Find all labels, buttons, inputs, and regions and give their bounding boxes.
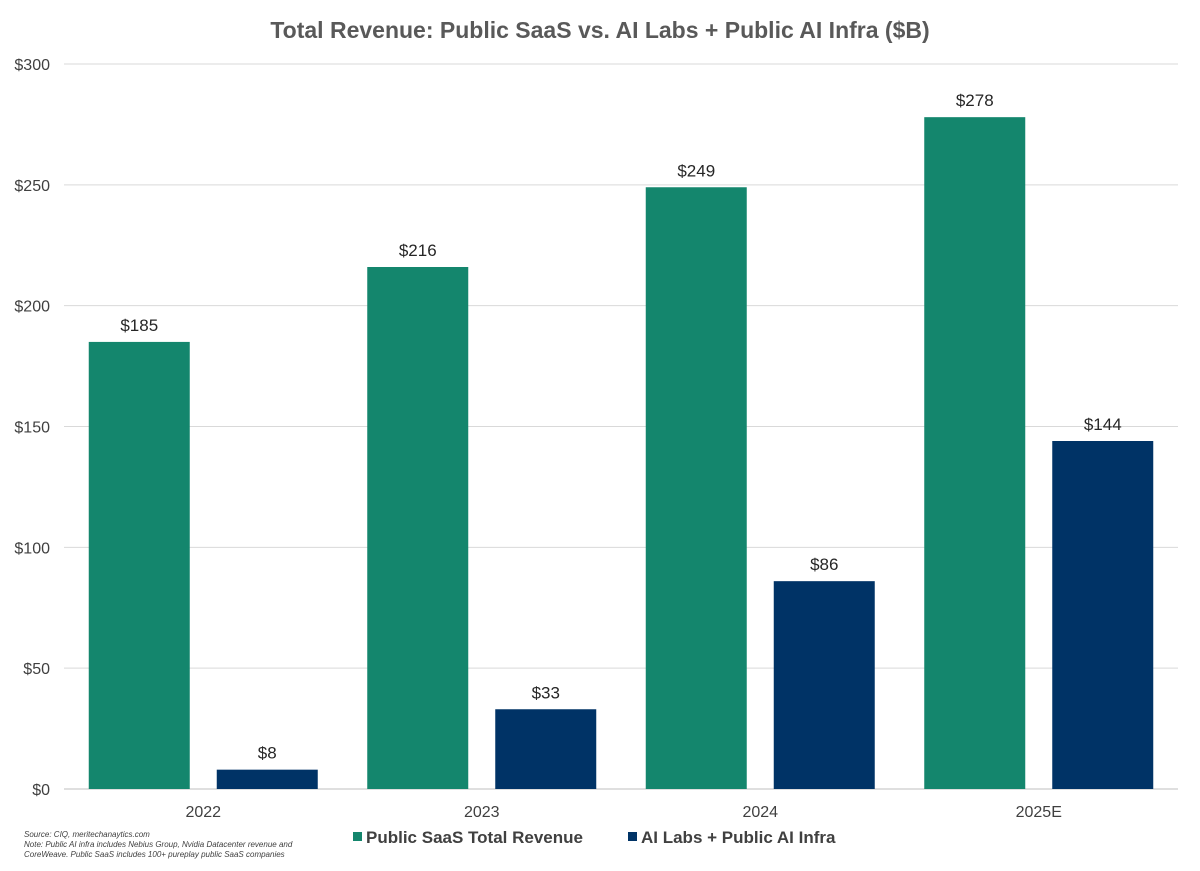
bar-ai-2024 <box>773 581 875 789</box>
x-axis-tick-labels: 2022 2023 2024 2025E <box>185 804 1061 821</box>
bar-ai-2025e <box>1052 441 1154 789</box>
data-label: $8 <box>258 744 277 763</box>
data-label: $185 <box>120 316 158 335</box>
footnote: Source: CIQ, meritechanaytics.com Note: … <box>24 830 334 860</box>
footnote-note-line1: Note: Public AI infra includes Nebius Gr… <box>24 840 293 849</box>
gridlines <box>64 63 1178 790</box>
y-tick-label: $50 <box>23 661 50 678</box>
x-tick-label: 2022 <box>185 804 221 821</box>
footnote-note-line2: CoreWeave. Public SaaS includes 100+ pur… <box>24 850 285 859</box>
y-tick-label: $150 <box>14 420 50 437</box>
y-axis-tick-labels: $0 $50 $100 $150 $200 $250 $300 <box>14 57 50 799</box>
data-label: $249 <box>677 161 715 180</box>
bar-saas-2025e <box>924 117 1026 789</box>
legend-label-ai: AI Labs + Public AI Infra <box>641 828 836 847</box>
y-tick-label: $100 <box>14 540 50 557</box>
bar-saas-2022 <box>88 341 190 789</box>
data-label: $144 <box>1084 415 1122 434</box>
data-label: $86 <box>810 555 838 574</box>
x-tick-label: 2023 <box>464 804 500 821</box>
bar-ai-2022 <box>216 769 318 789</box>
bar-ai-2023 <box>495 709 597 789</box>
data-label: $216 <box>399 241 437 260</box>
legend-swatch-ai <box>628 832 637 841</box>
y-tick-label: $300 <box>14 57 50 74</box>
footnote-source: Source: CIQ, meritechanaytics.com <box>24 830 150 839</box>
x-tick-label: 2024 <box>742 804 778 821</box>
data-label: $278 <box>956 91 994 110</box>
chart-title: Total Revenue: Public SaaS vs. AI Labs +… <box>270 17 929 43</box>
y-tick-label: $250 <box>14 178 50 195</box>
y-tick-label: $200 <box>14 299 50 316</box>
bar-saas-2024 <box>645 187 747 789</box>
y-tick-label: $0 <box>32 782 50 799</box>
data-label: $33 <box>532 683 560 702</box>
x-tick-label: 2025E <box>1016 804 1062 821</box>
legend-swatch-saas <box>353 832 362 841</box>
legend: Public SaaS Total Revenue AI Labs + Publi… <box>353 828 836 847</box>
bars: $185 $8 $216 $33 $249 $86 $278 $144 <box>88 91 1154 789</box>
bar-saas-2023 <box>367 267 469 789</box>
legend-label-saas: Public SaaS Total Revenue <box>366 828 583 847</box>
